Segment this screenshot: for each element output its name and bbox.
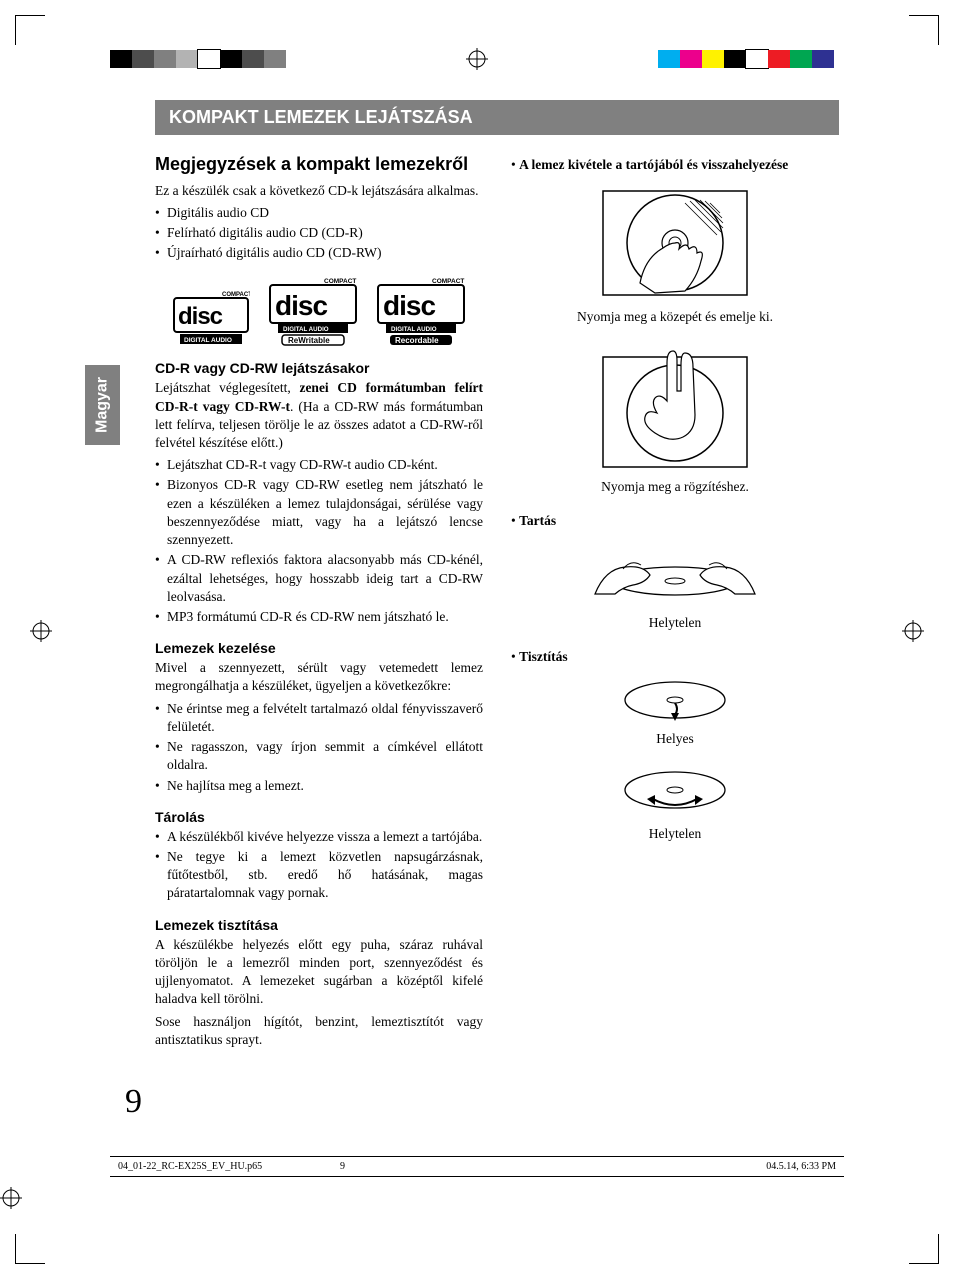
print-marks-bottom [0,1209,954,1269]
label-clean-text: Tisztítás [519,649,568,664]
figure-clean-wrong: Helytelen [511,765,839,842]
caption-clean-correct: Helyes [511,731,839,747]
svg-text:Recordable: Recordable [395,336,439,345]
color-swatch [812,50,834,68]
registration-mark-top [466,48,488,70]
color-swatch [702,50,724,68]
list-item: Digitális audio CD [155,204,483,222]
list-item: MP3 formátumú CD-R és CD-RW nem játszhat… [155,608,483,626]
caption-clean-wrong: Helytelen [511,826,839,842]
page-number: 9 [125,1083,839,1121]
footer-date: 04.5.14, 6:33 PM [766,1161,836,1172]
svg-text:COMPACT: COMPACT [324,278,356,285]
color-swatch [658,50,680,68]
svg-text:disc: disc [275,290,327,321]
label-clean: • Tisztítás [511,649,839,665]
list-item: Lejátszhat CD-R-t vagy CD-RW-t audio CD-… [155,456,483,474]
list-item: Bizonyos CD-R vagy CD-RW esetleg nem ját… [155,476,483,549]
cd-digital-audio-logo: COMPACT disc DIGITAL AUDIO [172,286,250,346]
footer-page: 9 [340,1161,345,1172]
footer-imprint-bar: 04_01-22_RC-EX25S_EV_HU.p65 9 04.5.14, 6… [110,1156,844,1177]
color-swatch [198,50,220,68]
color-swatch [110,50,132,68]
figure-press-disc: Nyomja meg a rögzítéshez. [511,343,839,495]
heading-notes: Megjegyzések a kompakt lemezekről [155,153,483,176]
handling-intro: Mivel a szennyezett, sérült vagy vetemed… [155,659,483,695]
caption-press: Nyomja meg a rögzítéshez. [511,479,839,495]
caption-hold-wrong: Helytelen [511,615,839,631]
color-swatch [790,50,812,68]
intro-text: Ez a készülék csak a következő CD-k lejá… [155,182,483,200]
crop-mark-tr [909,15,939,45]
figure-hold-wrong: Helytelen [511,539,839,631]
list-item: Ne tegye ki a lemezt közvetlen napsugárz… [155,848,483,903]
label-remove-text: A lemez kivétele a tartójából és visszah… [519,157,788,172]
svg-text:ReWritable: ReWritable [288,336,330,345]
cd-rewritable-logo: COMPACT disc DIGITAL AUDIO ReWritable [268,274,358,346]
cleaning-p2: Sose használjon hígítót, benzint, lemezt… [155,1013,483,1049]
list-item: Felírható digitális audio CD (CD-R) [155,224,483,242]
grayscale-bar [110,50,286,68]
label-remove-disc: • A lemez kivétele a tartójából és vissz… [511,157,839,173]
color-swatch [154,50,176,68]
cleaning-p1: A készülékbe helyezés előtt egy puha, sz… [155,936,483,1009]
storage-bullets: A készülékből kivéve helyezze vissza a l… [155,828,483,903]
cdr-intro-1: Lejátszhat véglegesített, [155,380,299,395]
heading-cdr: CD-R vagy CD-RW lejátszásakor [155,360,483,376]
footer-file: 04_01-22_RC-EX25S_EV_HU.p65 [118,1161,262,1172]
list-item: Ne hajlítsa meg a lemezt. [155,777,483,795]
cdr-intro: Lejátszhat véglegesített, zenei CD formá… [155,379,483,452]
left-column: Megjegyzések a kompakt lemezekről Ez a k… [155,153,483,1053]
registration-mark-bottom [0,1187,954,1209]
color-bar [658,50,834,68]
print-marks-top [0,0,954,100]
svg-text:disc: disc [178,303,223,330]
color-swatch [242,50,264,68]
color-swatch [132,50,154,68]
crop-mark-br [909,1234,939,1264]
heading-cleaning: Lemezek tisztítása [155,917,483,933]
cdr-bullets: Lejátszhat CD-R-t vagy CD-RW-t audio CD-… [155,456,483,626]
two-column-layout: Megjegyzések a kompakt lemezekről Ez a k… [155,153,839,1053]
cd-recordable-logo: COMPACT disc DIGITAL AUDIO Recordable [376,274,466,346]
figure-remove-disc: Nyomja meg a közepét és emelje ki. [511,183,839,325]
cd-types-list: Digitális audio CD Felírható digitális au… [155,204,483,263]
color-swatch [264,50,286,68]
crop-mark-bl [15,1234,45,1264]
cd-logos-row: COMPACT disc DIGITAL AUDIO COMPACT disc … [155,274,483,346]
page-body: Magyar KOMPAKT LEMEZEK LEJÁTSZÁSA Megjeg… [0,100,954,1121]
handling-bullets: Ne érintse meg a felvételt tartalmazó ol… [155,700,483,795]
color-swatch [724,50,746,68]
list-item: Újraírható digitális audio CD (CD-RW) [155,244,483,262]
color-swatch [680,50,702,68]
label-hold: • Tartás [511,513,839,529]
figure-clean-correct: Helyes [511,675,839,747]
caption-remove: Nyomja meg a közepét és emelje ki. [511,309,839,325]
svg-text:DIGITAL AUDIO: DIGITAL AUDIO [391,326,437,333]
list-item: A CD-RW reflexiós faktora alacsonyabb má… [155,551,483,606]
color-swatch [220,50,242,68]
crop-mark-tl [15,15,45,45]
list-item: A készülékből kivéve helyezze vissza a l… [155,828,483,846]
label-hold-text: Tartás [519,513,556,528]
color-swatch [768,50,790,68]
svg-text:DIGITAL AUDIO: DIGITAL AUDIO [283,326,329,333]
list-item: Ne ragasszon, vagy írjon semmit a címkév… [155,738,483,774]
section-header: KOMPAKT LEMEZEK LEJÁTSZÁSA [155,100,839,135]
heading-storage: Tárolás [155,809,483,825]
list-item: Ne érintse meg a felvételt tartalmazó ol… [155,700,483,736]
svg-text:DIGITAL AUDIO: DIGITAL AUDIO [184,337,232,344]
right-column: • A lemez kivétele a tartójából és vissz… [511,153,839,1053]
heading-handling: Lemezek kezelése [155,640,483,656]
language-tab: Magyar [85,365,120,445]
color-swatch [176,50,198,68]
svg-text:COMPACT: COMPACT [432,278,464,285]
color-swatch [746,50,768,68]
svg-text:disc: disc [383,290,435,321]
